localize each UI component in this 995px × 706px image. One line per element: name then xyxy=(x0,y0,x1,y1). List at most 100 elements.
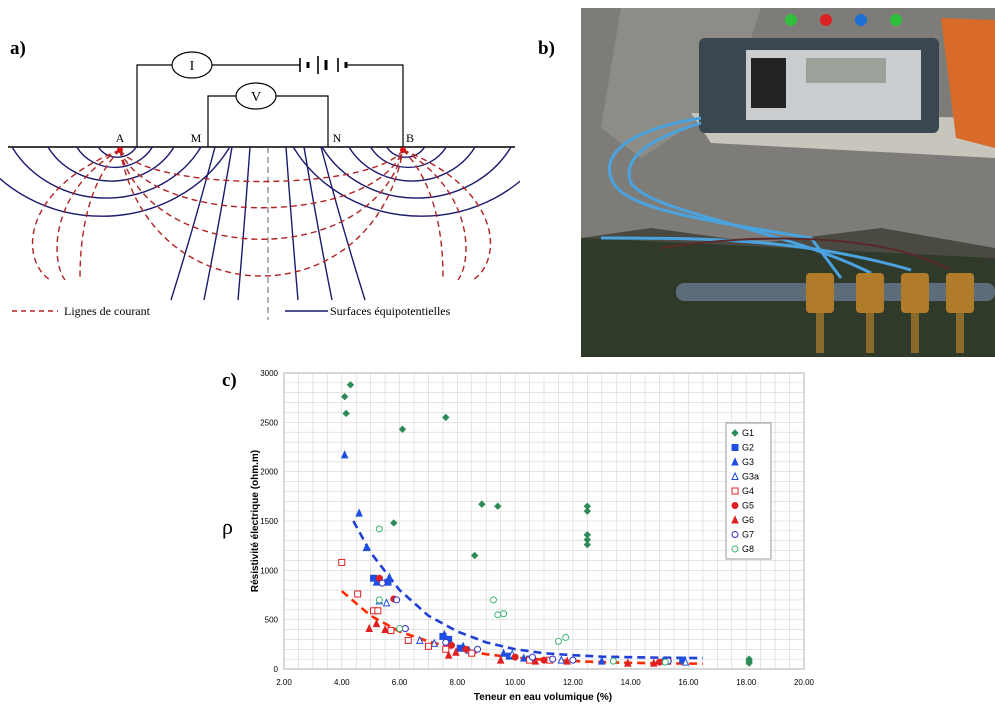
x-tick-label: 12.00 xyxy=(563,678,584,687)
terminal-green-icon xyxy=(890,14,902,26)
current-line xyxy=(402,149,492,281)
data-point-g1 xyxy=(745,659,753,667)
data-point-g4 xyxy=(354,590,362,598)
legend-marker-g2 xyxy=(731,444,739,451)
electrode-spike xyxy=(866,313,874,353)
data-point-g4 xyxy=(526,656,534,664)
legend-marker-g5 xyxy=(731,502,739,509)
electrode-spike xyxy=(911,313,919,353)
data-point-g8 xyxy=(375,525,383,533)
data-point-g3 xyxy=(597,656,606,665)
terminal-green-icon xyxy=(785,14,797,26)
equipotential-line xyxy=(285,146,299,301)
data-point-g8 xyxy=(609,657,617,665)
data-point-g1 xyxy=(346,381,355,389)
x-tick-label: 2.00 xyxy=(276,678,292,687)
data-point-g8 xyxy=(375,596,383,604)
data-point-g7 xyxy=(401,625,409,633)
data-point-g2 xyxy=(526,655,534,663)
legend-marker-g4 xyxy=(731,487,739,495)
legend-label-g4: G4 xyxy=(742,486,754,496)
data-point-g8 xyxy=(500,610,508,618)
chart-tick-labels: 2.00 4.00 6.00 8.00 10.00 12.00 14.00 16.00 18.0… xyxy=(260,369,814,687)
panel-label-b: b) xyxy=(538,38,555,59)
x-tick-label: 20.00 xyxy=(794,678,815,687)
data-point-g2 xyxy=(439,632,447,640)
electrodes xyxy=(806,273,974,353)
electrode-a-label: A xyxy=(116,131,125,145)
ammeter: I xyxy=(171,51,213,79)
data-point-g6 xyxy=(531,656,540,665)
data-point-g1 xyxy=(470,551,479,560)
current-line xyxy=(119,149,404,277)
meter-display xyxy=(806,58,886,83)
electrode-n-label: N xyxy=(333,131,342,145)
data-point-g1 xyxy=(340,392,349,401)
y-tick-label: 0 xyxy=(274,665,279,674)
field-lines xyxy=(0,146,520,301)
data-point-g1 xyxy=(398,425,407,433)
data-point-g6 xyxy=(381,624,389,634)
data-point-g6 xyxy=(444,650,453,659)
equipotential-line xyxy=(203,146,233,301)
data-point-g6 xyxy=(563,656,571,665)
data-point-g4 xyxy=(468,649,476,657)
data-point-g3a xyxy=(681,657,690,666)
y-tick-label: 1000 xyxy=(260,566,278,575)
cable-red xyxy=(660,237,952,271)
data-point-g8 xyxy=(661,658,669,666)
voltmeter: V xyxy=(235,82,277,110)
electrode-icon xyxy=(806,273,834,313)
data-point-g1 xyxy=(583,540,592,549)
x-tick-label: 16.00 xyxy=(678,678,699,687)
data-point-g3a xyxy=(508,649,517,658)
x-tick-label: 18.00 xyxy=(736,678,757,687)
trend-lines xyxy=(340,520,703,665)
data-point-g1 xyxy=(583,531,592,539)
legend-marker-g6 xyxy=(731,515,739,524)
x-tick-label: 4.00 xyxy=(334,678,350,687)
equipotential-line xyxy=(348,146,476,182)
chart-grid xyxy=(283,372,805,670)
data-point-g5 xyxy=(511,653,519,661)
data-point-g1 xyxy=(342,409,350,418)
meter-connector xyxy=(751,58,786,108)
current-line xyxy=(119,149,404,209)
legend-label-g5: G5 xyxy=(742,501,754,511)
electrode-icon xyxy=(946,273,974,313)
legend-marker-g7 xyxy=(731,531,739,538)
x-tick-label: 6.00 xyxy=(392,678,408,687)
data-point-g7 xyxy=(378,579,386,587)
equipotential-line xyxy=(47,146,175,182)
current-line xyxy=(31,149,121,281)
data-point-g3 xyxy=(362,542,371,552)
data-point-g7 xyxy=(549,655,557,663)
data-point-g7 xyxy=(528,653,536,661)
x-tick-label: 10.00 xyxy=(505,678,526,687)
current-line xyxy=(119,149,404,240)
data-point-g5 xyxy=(448,641,456,649)
data-point-g8 xyxy=(554,637,562,645)
data-point-g1 xyxy=(494,502,502,510)
electrode-icon xyxy=(901,273,929,313)
data-point-g2 xyxy=(375,576,383,584)
rho-symbol: ρ xyxy=(222,514,233,539)
equipotential-line xyxy=(303,146,333,301)
data-point-g1 xyxy=(442,413,450,422)
data-point-g3a xyxy=(382,598,391,607)
data-point-g4 xyxy=(370,607,378,615)
data-point-g5 xyxy=(656,658,664,666)
cable-blue xyxy=(600,236,912,272)
data-point-g6 xyxy=(496,655,505,664)
data-point-g7 xyxy=(569,656,577,664)
legend-marker-g8 xyxy=(731,545,739,553)
data-point-g3a xyxy=(465,645,473,654)
panel-label-a: a) xyxy=(10,38,26,59)
legend-marker-g1 xyxy=(731,429,739,437)
electrode-a-marker xyxy=(117,147,123,153)
y-tick-label: 2000 xyxy=(260,468,278,477)
equipotential-line xyxy=(320,146,366,301)
legend-label-g3: G3 xyxy=(742,457,754,467)
data-point-g2 xyxy=(679,656,687,664)
data-point-g2 xyxy=(505,652,513,660)
